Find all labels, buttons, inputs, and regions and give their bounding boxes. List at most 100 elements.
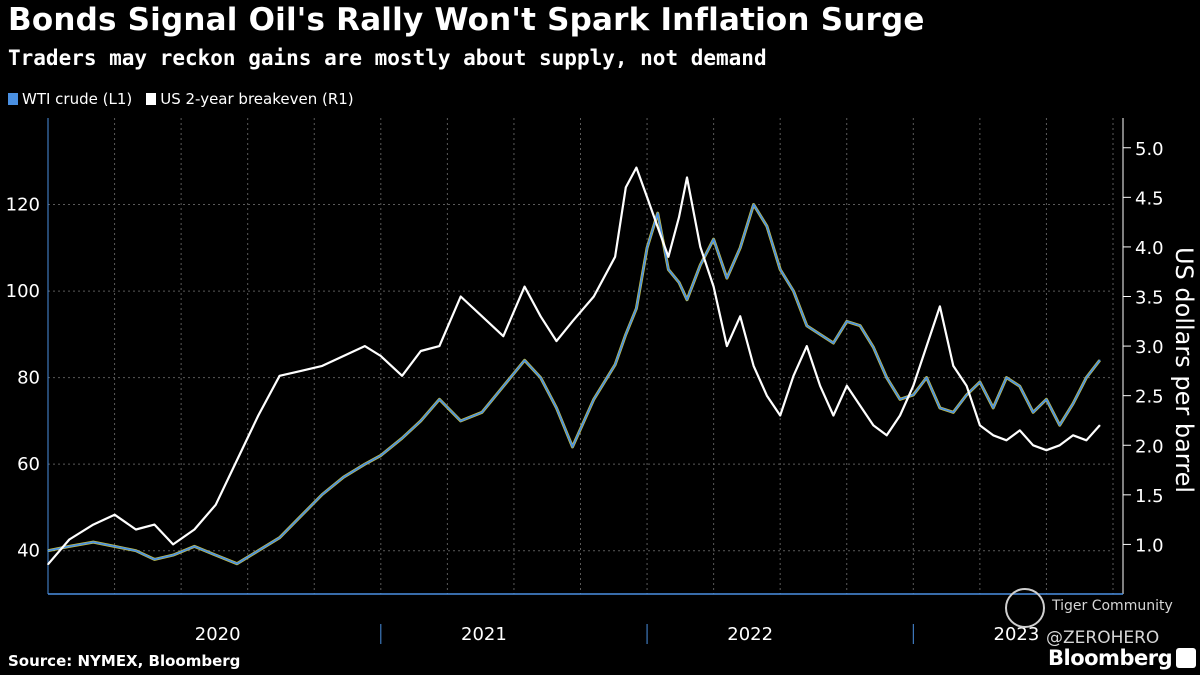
tiger-logo-icon: [1005, 588, 1045, 628]
breakeven-point: [635, 166, 638, 169]
breakeven-point: [766, 394, 768, 397]
breakeven-point: [646, 196, 648, 199]
wti-point: [656, 212, 659, 214]
breakeven-point: [1032, 444, 1034, 447]
wti-point: [153, 558, 156, 561]
breakeven-point: [965, 384, 968, 387]
series-wti-line: [47, 203, 1101, 565]
breakeven-point: [401, 375, 403, 377]
wti-point: [47, 549, 49, 552]
legend-swatch-wti: [8, 93, 18, 105]
breakeven-point: [678, 216, 680, 218]
right-tick-label-2: 2.0: [1135, 436, 1164, 457]
breakeven-point: [172, 543, 174, 546]
wti-point: [419, 420, 422, 422]
wti-point: [1032, 411, 1034, 414]
wti-point: [1085, 376, 1088, 379]
breakeven-point: [47, 563, 49, 566]
wti-point: [925, 376, 928, 379]
breakeven-point: [1072, 434, 1074, 437]
wti-point: [401, 437, 403, 440]
breakeven-point: [593, 295, 595, 298]
breakeven-point: [792, 375, 795, 377]
breakeven-point: [342, 355, 345, 357]
wti-point: [236, 562, 238, 565]
breakeven-point: [481, 315, 483, 318]
wti-point: [555, 407, 558, 409]
breakeven-point: [752, 365, 755, 367]
breakeven-point: [68, 538, 71, 541]
breakeven-point: [278, 375, 281, 377]
wti-point: [593, 398, 595, 401]
breakeven-point: [712, 285, 715, 288]
breakeven-point: [832, 414, 835, 417]
legend-label-wti: WTI crude (L1): [22, 90, 133, 108]
wti-point: [1045, 398, 1048, 401]
wti-point: [523, 359, 526, 362]
wti-point: [699, 264, 702, 266]
breakeven-point: [539, 315, 542, 318]
breakeven-point: [979, 424, 981, 427]
wti-point: [1058, 424, 1061, 427]
breakeven-point: [819, 384, 821, 387]
watermark-text: Tiger Community: [1052, 598, 1173, 614]
wti-point: [624, 333, 627, 336]
wti-point: [380, 454, 382, 457]
breakeven-point: [739, 315, 742, 318]
wti-point: [1098, 359, 1101, 362]
breakeven-point: [859, 404, 861, 407]
breakeven-point: [925, 345, 928, 347]
breakeven-point: [872, 424, 875, 427]
breakeven-point: [699, 246, 702, 248]
left-tick-label-100: 100: [6, 281, 40, 302]
legend: WTI crude (L1) US 2-year breakeven (R1): [8, 90, 354, 108]
right-tick-label-3: 3.0: [1135, 337, 1164, 358]
breakeven-point: [380, 355, 382, 357]
wti-point: [779, 268, 781, 271]
wti-point: [438, 398, 441, 401]
left-tick-label-120: 120: [6, 195, 40, 216]
wti-point: [832, 342, 835, 344]
right-tick-label-4: 4.0: [1135, 238, 1164, 259]
breakeven-point: [300, 370, 302, 372]
right-axis-title: US dollars per barrel: [1170, 247, 1198, 493]
wti-point: [646, 247, 648, 249]
wti-point: [342, 476, 345, 478]
breakeven-point: [614, 256, 616, 258]
watermark-user: @ZEROHERO: [1046, 628, 1160, 648]
wti-point: [992, 407, 994, 409]
wti-point: [113, 545, 116, 548]
breakeven-point: [686, 176, 688, 179]
wti-point: [952, 411, 955, 414]
legend-swatch-breakeven: [146, 93, 157, 105]
wti-point: [135, 549, 137, 552]
breakeven-point: [153, 523, 156, 526]
breakeven-point: [555, 340, 558, 342]
right-tick-label-3.5: 3.5: [1135, 288, 1164, 309]
breakeven-point: [502, 335, 505, 337]
breakeven-point: [1005, 439, 1008, 442]
series-wti-highlight: [47, 203, 1101, 566]
wti-point: [539, 376, 542, 379]
breakeven-point: [236, 459, 238, 461]
brand-logo: Bloomberg: [1048, 646, 1173, 670]
wti-point: [885, 376, 888, 379]
breakeven-point: [193, 528, 196, 531]
wti-point: [193, 545, 196, 548]
wti-point: [899, 398, 901, 401]
wti-point: [214, 554, 217, 556]
breakeven-point: [939, 305, 941, 308]
right-tick-label-4.5: 4.5: [1135, 188, 1164, 209]
wti-point: [92, 541, 95, 543]
wti-point: [300, 515, 302, 517]
wti-point: [806, 324, 808, 327]
wti-point: [667, 268, 670, 271]
breakeven-point: [1085, 439, 1088, 442]
wti-point: [859, 324, 861, 327]
wti-point: [819, 333, 821, 336]
wti-point: [635, 307, 638, 310]
series-breakeven-line: [47, 166, 1101, 566]
wti-point: [502, 385, 505, 388]
wti-point: [321, 493, 324, 496]
breakeven-point: [523, 285, 526, 288]
